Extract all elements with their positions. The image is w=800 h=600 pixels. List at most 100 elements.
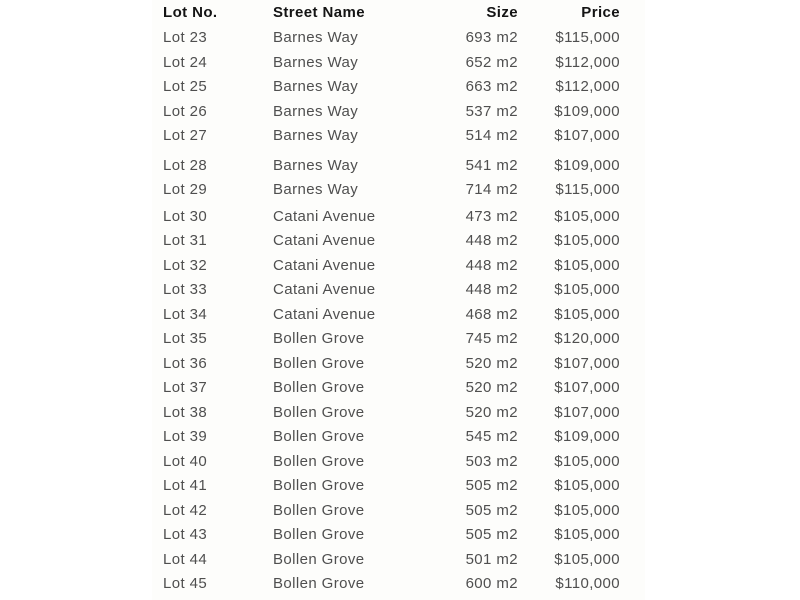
table-row: Lot 29 Barnes Way 714 m2 $115,000 (152, 178, 645, 203)
street-cell: Barnes Way (273, 102, 359, 120)
size-cell: 473 m2 (465, 207, 518, 225)
lot-cell: Lot 26 (163, 102, 208, 120)
price-cell: $115,000 (555, 29, 620, 47)
table-row: Lot 25 Barnes Way 663 m2 $112,000 (152, 75, 645, 100)
table-row: Lot 34 Catani Avenue 468 m2 $105,000 (152, 302, 645, 327)
size-cell: 503 m2 (465, 452, 518, 470)
size-cell: 545 m2 (465, 428, 518, 446)
table-row: Lot 38 Bollen Grove 520 m2 $107,000 (152, 400, 645, 425)
table-row: Lot 42 Bollen Grove 505 m2 $105,000 (152, 498, 645, 523)
lot-cell: Lot 33 (163, 281, 208, 299)
size-cell: 505 m2 (465, 477, 518, 495)
street-cell: Catani Avenue (273, 232, 376, 250)
size-cell: 537 m2 (465, 102, 518, 120)
lot-cell: Lot 27 (163, 127, 208, 145)
price-cell: $105,000 (554, 232, 620, 250)
table-row: Lot 41 Bollen Grove 505 m2 $105,000 (152, 474, 645, 499)
price-cell: $112,000 (555, 53, 620, 71)
lot-cell: Lot 37 (163, 379, 208, 397)
street-cell: Bollen Grove (273, 575, 365, 593)
size-cell: 448 m2 (465, 281, 518, 299)
table-row: Lot 31 Catani Avenue 448 m2 $105,000 (152, 229, 645, 254)
size-cell: 520 m2 (465, 379, 518, 397)
table-header-row: Lot No. Street Name Size Price (152, 0, 645, 26)
size-cell: 520 m2 (465, 354, 518, 372)
size-cell: 541 m2 (465, 156, 518, 174)
street-cell: Bollen Grove (273, 428, 365, 446)
street-cell: Catani Avenue (273, 207, 376, 225)
price-cell: $105,000 (554, 281, 620, 299)
table-body: Lot 23 Barnes Way 693 m2 $115,000 Lot 24… (152, 26, 645, 597)
price-cell: $109,000 (554, 428, 620, 446)
table-row: Lot 40 Bollen Grove 503 m2 $105,000 (152, 449, 645, 474)
size-cell: 745 m2 (465, 330, 518, 348)
size-cell: 693 m2 (465, 29, 518, 47)
size-cell: 663 m2 (465, 78, 518, 96)
price-cell: $105,000 (554, 526, 620, 544)
street-cell: Barnes Way (273, 156, 359, 174)
header-lot-no: Lot No. (163, 4, 218, 22)
lot-cell: Lot 28 (163, 156, 208, 174)
street-cell: Catani Avenue (273, 305, 376, 323)
lot-cell: Lot 38 (163, 403, 208, 421)
price-cell: $107,000 (554, 403, 620, 421)
price-cell: $105,000 (554, 256, 620, 274)
table-row: Lot 26 Barnes Way 537 m2 $109,000 (152, 99, 645, 124)
lot-price-table: Lot No. Street Name Size Price Lot 23 Ba… (152, 0, 645, 600)
price-cell: $110,000 (555, 575, 620, 593)
size-cell: 448 m2 (465, 256, 518, 274)
street-cell: Bollen Grove (273, 403, 365, 421)
street-cell: Barnes Way (273, 53, 359, 71)
lot-cell: Lot 43 (163, 526, 208, 544)
street-cell: Bollen Grove (273, 354, 365, 372)
size-cell: 520 m2 (465, 403, 518, 421)
lot-cell: Lot 42 (163, 501, 208, 519)
lot-cell: Lot 29 (163, 181, 208, 199)
lot-cell: Lot 25 (163, 78, 208, 96)
price-cell: $120,000 (554, 330, 620, 348)
lot-cell: Lot 44 (163, 550, 208, 568)
size-cell: 505 m2 (465, 526, 518, 544)
price-cell: $105,000 (554, 550, 620, 568)
lot-cell: Lot 36 (163, 354, 208, 372)
price-cell: $109,000 (554, 102, 620, 120)
table-row: Lot 44 Bollen Grove 501 m2 $105,000 (152, 547, 645, 572)
lot-cell: Lot 34 (163, 305, 208, 323)
table-row: Lot 23 Barnes Way 693 m2 $115,000 (152, 26, 645, 51)
price-cell: $107,000 (554, 379, 620, 397)
price-cell: $115,000 (555, 181, 620, 199)
table-row: Lot 27 Barnes Way 514 m2 $107,000 (152, 124, 645, 149)
table-row: Lot 37 Bollen Grove 520 m2 $107,000 (152, 376, 645, 401)
lot-cell: Lot 40 (163, 452, 208, 470)
size-cell: 448 m2 (465, 232, 518, 250)
price-cell: $107,000 (554, 127, 620, 145)
table-row: Lot 35 Bollen Grove 745 m2 $120,000 (152, 327, 645, 352)
size-cell: 600 m2 (465, 575, 518, 593)
price-cell: $107,000 (554, 354, 620, 372)
price-cell: $109,000 (554, 156, 620, 174)
header-street-name: Street Name (273, 4, 365, 22)
lot-cell: Lot 30 (163, 207, 208, 225)
street-cell: Catani Avenue (273, 281, 376, 299)
price-cell: $112,000 (555, 78, 620, 96)
lot-cell: Lot 32 (163, 256, 208, 274)
street-cell: Barnes Way (273, 29, 359, 47)
street-cell: Bollen Grove (273, 526, 365, 544)
street-cell: Catani Avenue (273, 256, 376, 274)
price-cell: $105,000 (554, 305, 620, 323)
street-cell: Bollen Grove (273, 452, 365, 470)
header-price: Price (581, 4, 620, 22)
lot-cell: Lot 45 (163, 575, 208, 593)
table-row: Lot 45 Bollen Grove 600 m2 $110,000 (152, 572, 645, 597)
lot-cell: Lot 31 (163, 232, 208, 250)
header-size: Size (486, 4, 518, 22)
size-cell: 514 m2 (465, 127, 518, 145)
table-row: Lot 30 Catani Avenue 473 m2 $105,000 (152, 204, 645, 229)
size-cell: 714 m2 (465, 181, 518, 199)
street-cell: Barnes Way (273, 78, 359, 96)
street-cell: Bollen Grove (273, 379, 365, 397)
street-cell: Bollen Grove (273, 330, 365, 348)
street-cell: Barnes Way (273, 127, 359, 145)
price-cell: $105,000 (554, 501, 620, 519)
price-cell: $105,000 (554, 207, 620, 225)
